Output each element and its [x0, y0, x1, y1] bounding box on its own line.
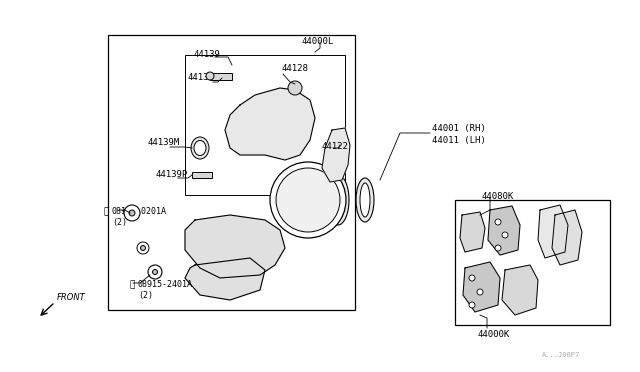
Circle shape [270, 162, 346, 238]
Text: FRONT: FRONT [57, 293, 86, 302]
Text: 44000L: 44000L [302, 37, 334, 46]
Text: 44139: 44139 [194, 50, 221, 59]
Polygon shape [225, 88, 315, 160]
Text: 44139M: 44139M [148, 138, 180, 147]
Bar [192, 172, 212, 178]
Polygon shape [460, 212, 485, 252]
Polygon shape [185, 215, 285, 278]
Circle shape [206, 72, 214, 80]
Polygon shape [552, 210, 582, 265]
Ellipse shape [194, 141, 206, 155]
Bar [108, 35, 355, 310]
Circle shape [141, 246, 145, 250]
Polygon shape [463, 262, 500, 312]
Circle shape [152, 269, 157, 275]
Ellipse shape [327, 175, 349, 225]
Polygon shape [488, 206, 520, 255]
Circle shape [469, 275, 475, 281]
Circle shape [495, 245, 501, 251]
Ellipse shape [191, 137, 209, 159]
Circle shape [469, 302, 475, 308]
Circle shape [137, 242, 149, 254]
Circle shape [288, 81, 302, 95]
Circle shape [477, 289, 483, 295]
Text: (2): (2) [112, 218, 127, 227]
Polygon shape [322, 128, 350, 182]
Ellipse shape [360, 183, 370, 217]
Text: (2): (2) [138, 291, 153, 300]
Text: 44080K: 44080K [482, 192, 515, 201]
Bar [455, 200, 610, 325]
Circle shape [495, 219, 501, 225]
Ellipse shape [331, 180, 345, 220]
Bar [210, 73, 232, 80]
Circle shape [502, 232, 508, 238]
Text: Ⓥ: Ⓥ [130, 280, 136, 289]
Polygon shape [502, 265, 538, 315]
Circle shape [276, 168, 340, 232]
Text: 08184-0201A: 08184-0201A [112, 207, 167, 216]
Circle shape [124, 205, 140, 221]
Circle shape [148, 265, 162, 279]
Bar [185, 55, 345, 195]
Circle shape [129, 210, 135, 216]
Text: A...J00P7: A...J00P7 [541, 352, 580, 358]
Text: 08915-2401A: 08915-2401A [138, 280, 193, 289]
Polygon shape [185, 258, 265, 300]
Text: 44128: 44128 [282, 64, 309, 73]
Text: 44011 (LH): 44011 (LH) [432, 136, 486, 145]
Text: 44000K: 44000K [478, 330, 510, 339]
Ellipse shape [356, 178, 374, 222]
Text: Ⓑ: Ⓑ [104, 207, 109, 216]
Text: 44139P: 44139P [155, 170, 188, 179]
Text: 44122: 44122 [322, 142, 349, 151]
Text: 44139N: 44139N [188, 73, 220, 82]
Polygon shape [538, 205, 568, 258]
Text: 44001 (RH): 44001 (RH) [432, 124, 486, 133]
